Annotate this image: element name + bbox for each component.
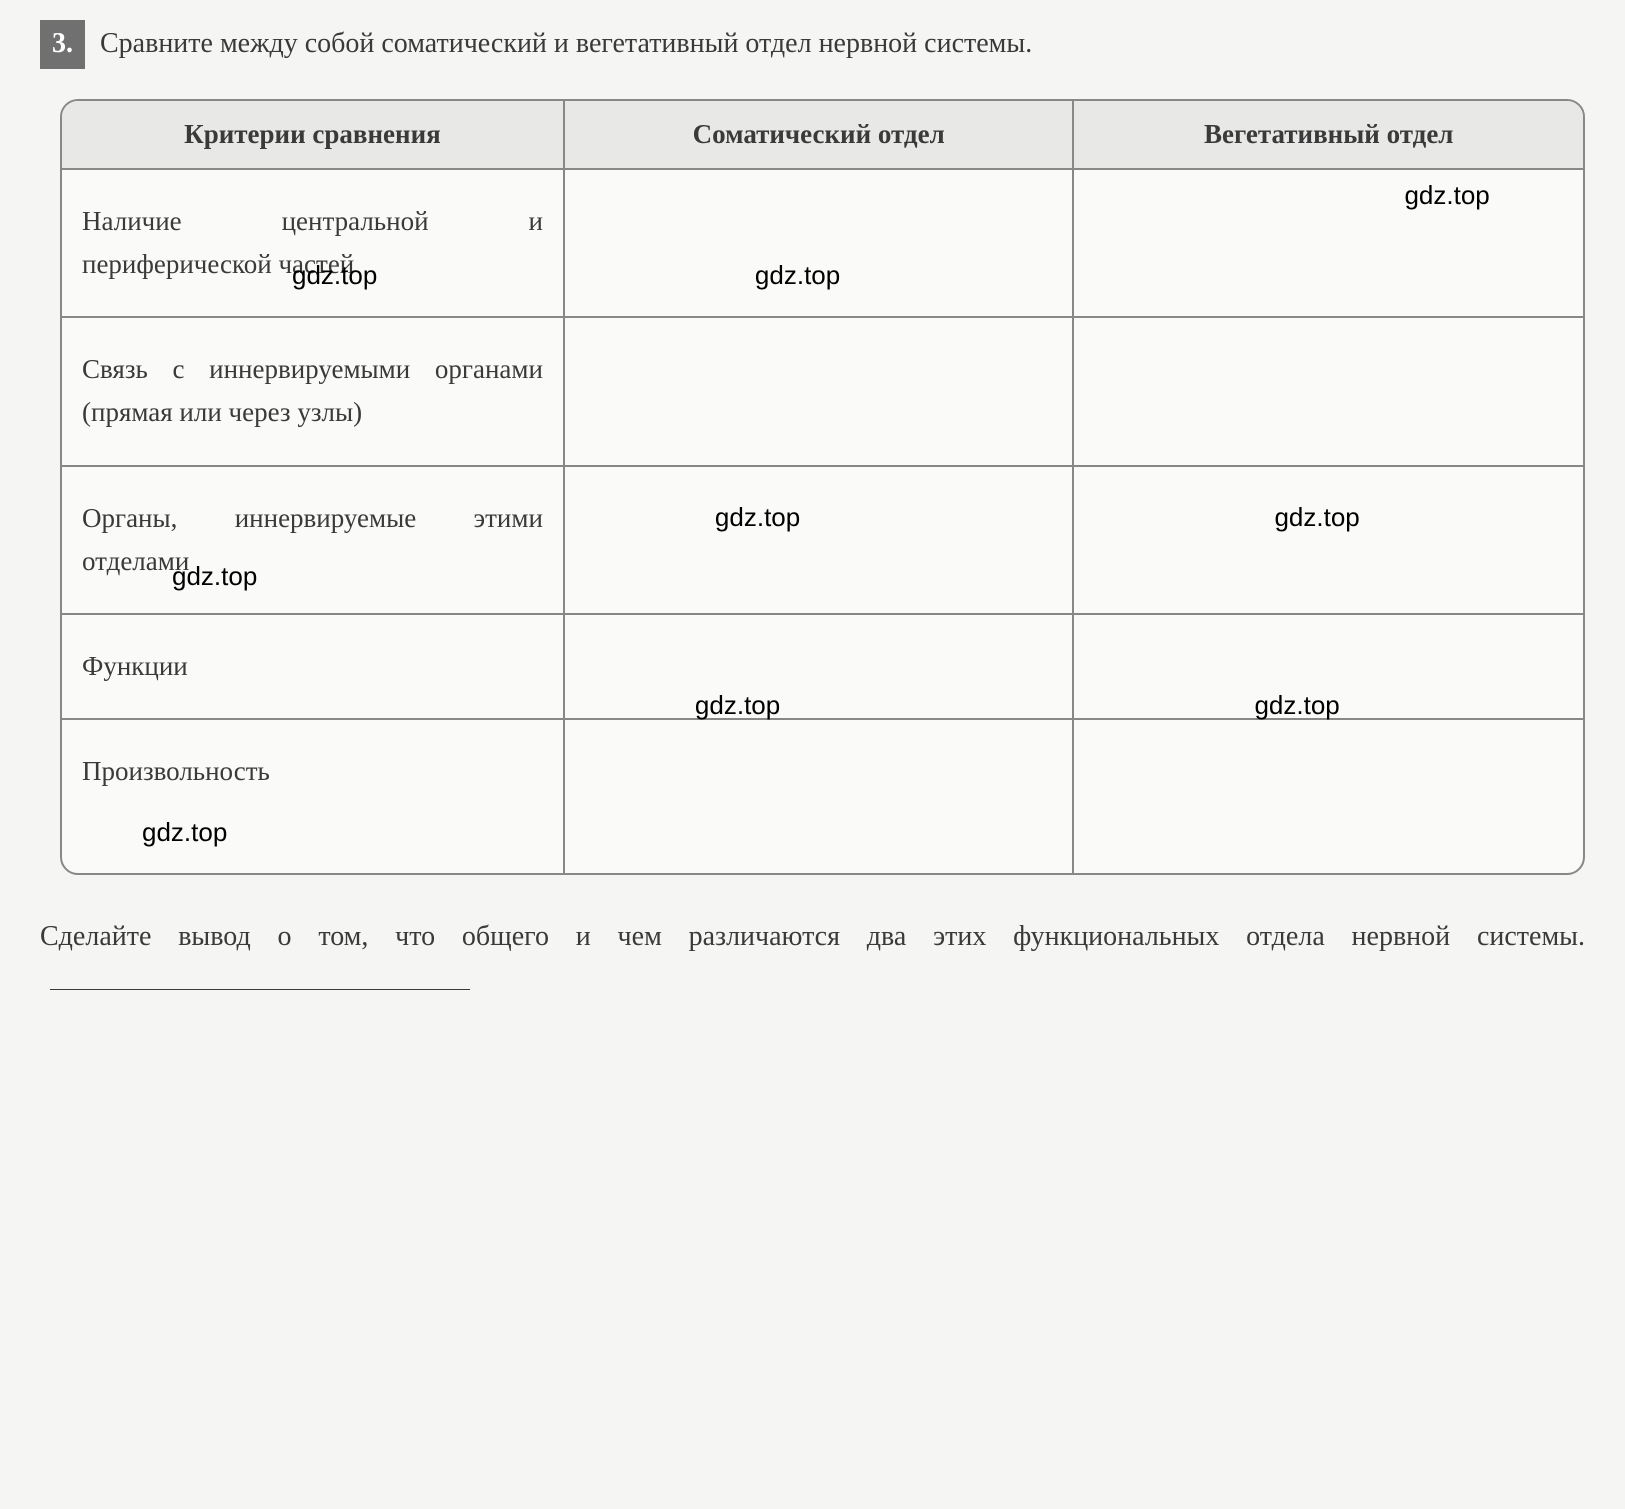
- table-row: Наличие центральной и периферической час…: [62, 169, 1583, 317]
- column-header-criteria: Критерии сравнения: [62, 101, 564, 169]
- criteria-cell: Произвольность gdz.top: [62, 719, 564, 873]
- watermark: gdz.top: [172, 556, 257, 598]
- somatic-cell: gdz.top: [564, 614, 1074, 719]
- comparison-table: Критерии сравнения Соматический отдел Ве…: [62, 101, 1583, 874]
- vegetative-cell: gdz.top: [1073, 614, 1583, 719]
- question-text: Сравните между собой соматический и веге…: [100, 28, 1032, 59]
- question-text-wrapper: 3. Сравните между собой соматический и в…: [40, 20, 1585, 69]
- watermark: gdz.top: [715, 497, 800, 539]
- comparison-table-container: Критерии сравнения Соматический отдел Ве…: [60, 99, 1585, 876]
- table-row: Связь с иннервируемыми органами (прямая …: [62, 317, 1583, 465]
- column-header-somatic: Соматический отдел: [564, 101, 1074, 169]
- criteria-cell: Функции: [62, 614, 564, 719]
- criteria-cell: Связь с иннервируемыми органами (прямая …: [62, 317, 564, 465]
- watermark: gdz.top: [142, 812, 227, 854]
- criteria-cell: Органы, иннервируемые этими отделами gdz…: [62, 466, 564, 614]
- table-header-row: Критерии сравнения Соматический отдел Ве…: [62, 101, 1583, 169]
- watermark: gdz.top: [292, 255, 377, 297]
- vegetative-cell: [1073, 719, 1583, 873]
- column-header-vegetative: Вегетативный отдел: [1073, 101, 1583, 169]
- somatic-cell: [564, 719, 1074, 873]
- vegetative-cell: gdz.top: [1073, 169, 1583, 317]
- watermark: gdz.top: [1404, 175, 1489, 217]
- somatic-cell: gdz.top: [564, 466, 1074, 614]
- criteria-text: Органы, иннервируемые этими отделами: [82, 503, 543, 576]
- conclusion-text: Сделайте вывод о том, что общего и чем р…: [40, 921, 1585, 952]
- somatic-cell: gdz.top: [564, 169, 1074, 317]
- vegetative-cell: gdz.top: [1073, 466, 1583, 614]
- vegetative-cell: [1073, 317, 1583, 465]
- table-row: Произвольность gdz.top: [62, 719, 1583, 873]
- somatic-cell: [564, 317, 1074, 465]
- answer-underline: [50, 989, 470, 990]
- question-number-badge: 3.: [40, 20, 85, 69]
- table-row: Органы, иннервируемые этими отделами gdz…: [62, 466, 1583, 614]
- table-row: Функции gdz.top gdz.top: [62, 614, 1583, 719]
- watermark: gdz.top: [1274, 497, 1359, 539]
- criteria-cell: Наличие центральной и периферической час…: [62, 169, 564, 317]
- criteria-text: Произвольность: [82, 756, 270, 786]
- watermark: gdz.top: [755, 255, 840, 297]
- conclusion-block: Сделайте вывод о том, что общего и чем р…: [40, 915, 1585, 1005]
- question-block: 3. Сравните между собой соматический и в…: [40, 20, 1585, 69]
